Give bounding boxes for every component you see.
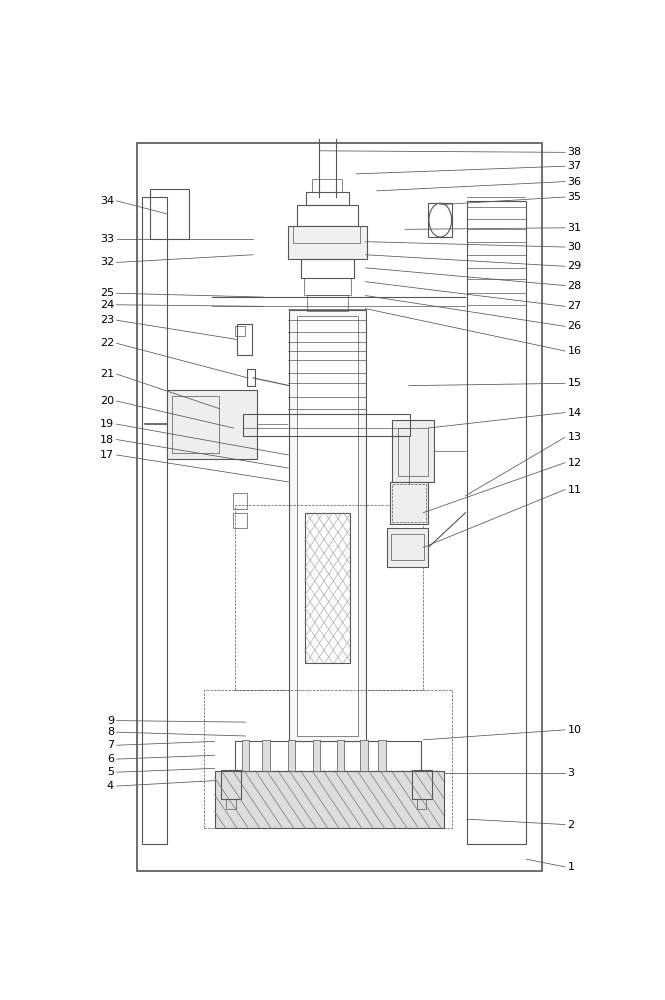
Text: 11: 11: [568, 485, 582, 495]
Bar: [306, 192, 349, 205]
Text: 8: 8: [107, 727, 114, 737]
Text: 17: 17: [100, 450, 114, 460]
Bar: [233, 493, 247, 509]
Bar: [235, 741, 421, 771]
Text: 13: 13: [568, 432, 582, 442]
Text: 15: 15: [568, 378, 582, 388]
Text: 37: 37: [568, 161, 582, 171]
Text: 32: 32: [100, 257, 114, 267]
Text: 6: 6: [107, 754, 114, 764]
Bar: [337, 740, 344, 771]
Bar: [242, 740, 249, 771]
Bar: [301, 259, 354, 278]
Text: 34: 34: [100, 196, 114, 206]
Bar: [412, 770, 432, 799]
Bar: [235, 326, 245, 336]
Text: 23: 23: [100, 315, 114, 325]
Bar: [360, 740, 368, 771]
Bar: [142, 197, 167, 844]
Bar: [391, 534, 424, 560]
Bar: [288, 740, 295, 771]
Circle shape: [429, 203, 452, 237]
Bar: [263, 740, 270, 771]
Bar: [307, 295, 348, 311]
Bar: [289, 310, 366, 741]
Text: 25: 25: [100, 288, 114, 298]
Text: 10: 10: [568, 725, 582, 735]
Text: 33: 33: [100, 234, 114, 244]
Text: 3: 3: [568, 768, 575, 778]
Text: 4: 4: [107, 781, 114, 791]
Text: 20: 20: [100, 396, 114, 406]
Bar: [137, 143, 542, 871]
Bar: [243, 414, 410, 436]
Bar: [467, 201, 527, 844]
Bar: [297, 205, 358, 226]
Bar: [428, 203, 452, 237]
Text: 35: 35: [568, 192, 582, 202]
Bar: [237, 324, 252, 355]
Text: 14: 14: [568, 408, 582, 418]
Bar: [304, 278, 351, 295]
Bar: [297, 316, 358, 736]
Bar: [215, 771, 444, 828]
Text: 27: 27: [568, 301, 582, 311]
Bar: [378, 740, 386, 771]
Bar: [221, 770, 241, 799]
Bar: [313, 740, 321, 771]
Text: 30: 30: [568, 242, 582, 252]
Text: 7: 7: [107, 740, 114, 750]
Bar: [150, 189, 189, 239]
Text: 9: 9: [107, 716, 114, 726]
Bar: [305, 513, 350, 663]
Bar: [233, 513, 247, 528]
Text: 36: 36: [568, 177, 582, 187]
Text: 26: 26: [568, 321, 582, 331]
Bar: [390, 482, 428, 524]
Text: 16: 16: [568, 346, 582, 356]
Text: 28: 28: [568, 281, 582, 291]
Bar: [392, 420, 434, 482]
Text: 12: 12: [568, 458, 582, 468]
Bar: [288, 226, 366, 259]
Bar: [417, 799, 426, 809]
Bar: [226, 799, 235, 809]
Bar: [387, 528, 428, 567]
Text: 18: 18: [100, 435, 114, 445]
Bar: [247, 369, 255, 386]
Bar: [167, 389, 257, 459]
Bar: [313, 179, 342, 192]
Bar: [172, 396, 219, 453]
Text: 2: 2: [568, 820, 575, 830]
Text: 22: 22: [100, 338, 114, 348]
Text: 5: 5: [107, 767, 114, 777]
Text: 19: 19: [100, 419, 114, 429]
Text: 1: 1: [568, 862, 575, 872]
Bar: [293, 226, 360, 243]
Bar: [398, 428, 428, 476]
Text: 21: 21: [100, 369, 114, 379]
Text: 24: 24: [100, 300, 114, 310]
Text: 31: 31: [568, 223, 582, 233]
Text: 38: 38: [568, 147, 582, 157]
Text: 29: 29: [568, 261, 582, 271]
